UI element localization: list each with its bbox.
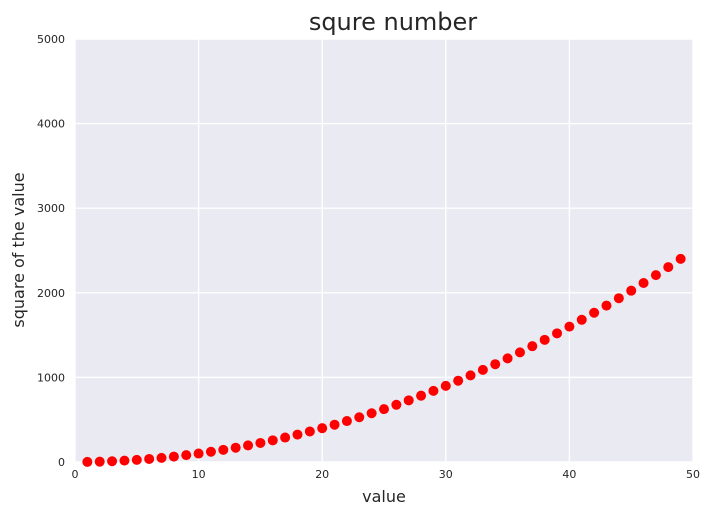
plot-area — [75, 39, 693, 462]
data-point — [490, 359, 501, 370]
data-point — [379, 404, 389, 415]
data-point — [391, 399, 402, 410]
data-point — [366, 408, 377, 419]
data-point — [329, 419, 340, 430]
data-point — [416, 390, 427, 401]
data-point — [131, 454, 142, 465]
data-point — [304, 426, 315, 437]
data-point — [502, 353, 513, 364]
data-point — [341, 416, 352, 427]
y-tick-label: 2000 — [37, 287, 65, 300]
data-point — [292, 429, 303, 440]
data-point — [576, 314, 587, 325]
data-point — [230, 442, 241, 453]
data-point — [601, 300, 612, 311]
x-tick-label: 30 — [439, 468, 453, 481]
data-point — [453, 375, 464, 386]
data-point — [539, 334, 550, 345]
data-point — [638, 277, 649, 288]
data-point — [156, 452, 167, 463]
x-tick-label: 0 — [72, 468, 79, 481]
data-point — [514, 347, 525, 358]
data-point — [589, 307, 600, 318]
data-point — [675, 253, 686, 264]
data-point — [650, 270, 661, 281]
y-tick-label: 1000 — [37, 371, 65, 384]
grid-layer — [74, 38, 694, 463]
x-tick-label: 20 — [315, 468, 329, 481]
y-tick-label: 5000 — [37, 33, 65, 46]
data-point — [255, 437, 266, 448]
y-axis-label: square of the value — [9, 172, 28, 327]
x-axis-ticks: 0 10 20 30 40 50 — [72, 468, 701, 481]
data-point — [428, 385, 439, 396]
data-point — [552, 328, 563, 339]
data-point — [205, 446, 216, 457]
y-tick-label: 0 — [58, 456, 65, 469]
data-point — [527, 341, 538, 352]
chart-title: squre number — [309, 8, 477, 36]
data-point — [119, 455, 130, 466]
data-point — [181, 450, 192, 461]
data-point — [168, 451, 179, 462]
data-point — [218, 444, 229, 455]
data-point — [267, 435, 278, 446]
y-axis-ticks: 0 1000 2000 3000 4000 5000 — [37, 33, 65, 469]
data-point — [243, 440, 254, 451]
data-point — [193, 448, 204, 459]
x-tick-label: 10 — [192, 468, 206, 481]
data-point — [613, 293, 624, 304]
x-axis-label: value — [362, 487, 406, 506]
points-layer — [82, 253, 686, 467]
data-point — [144, 453, 155, 464]
data-point — [564, 321, 575, 332]
data-point — [82, 456, 93, 467]
data-point — [317, 423, 328, 434]
data-point — [280, 432, 291, 443]
x-tick-label: 40 — [562, 468, 576, 481]
data-point — [94, 456, 105, 467]
data-point — [477, 364, 488, 375]
data-point — [403, 395, 414, 406]
data-point — [626, 285, 637, 296]
y-tick-label: 3000 — [37, 202, 65, 215]
data-point — [440, 380, 451, 391]
data-point — [107, 456, 118, 467]
y-tick-label: 4000 — [37, 118, 65, 131]
x-tick-label: 50 — [686, 468, 700, 481]
data-point — [354, 412, 365, 423]
data-point — [663, 262, 674, 273]
data-point — [465, 370, 476, 381]
